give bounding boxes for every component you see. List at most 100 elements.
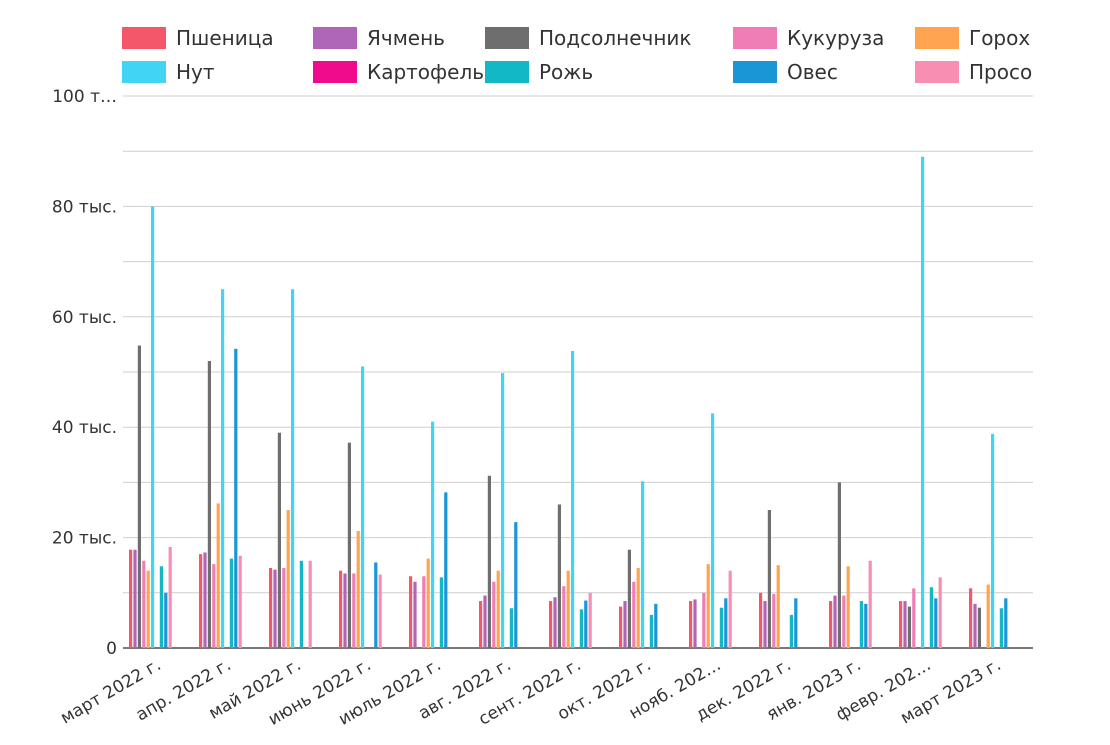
bar[interactable] [514,522,518,648]
bar[interactable] [837,482,841,648]
bar[interactable] [864,603,868,648]
bar[interactable] [347,442,351,648]
legend-item[interactable]: Просо [915,60,1032,84]
bar[interactable] [483,595,487,648]
bar[interactable] [977,607,981,648]
bar[interactable] [1004,598,1008,648]
bar[interactable] [991,433,995,648]
bar[interactable] [308,560,312,648]
bar[interactable] [728,570,732,648]
bar[interactable] [632,581,636,648]
bar[interactable] [238,555,242,648]
bar[interactable] [772,593,776,648]
bar[interactable] [378,574,382,648]
legend-item[interactable]: Овес [733,60,838,84]
legend-item[interactable]: Нут [122,60,215,84]
bar[interactable] [999,608,1003,648]
bar[interactable] [921,156,925,648]
bar[interactable] [562,586,566,648]
bar[interactable] [168,546,172,648]
legend-item[interactable]: Кукуруза [733,26,884,50]
bar[interactable] [969,588,973,648]
bar[interactable] [934,598,938,648]
bar[interactable] [413,581,417,648]
bar[interactable] [269,567,273,648]
bar[interactable] [706,564,710,648]
bar[interactable] [719,607,723,648]
bar[interactable] [584,600,588,648]
bar[interactable] [216,503,220,648]
bar[interactable] [846,566,850,648]
bar[interactable] [636,567,640,648]
bar[interactable] [343,573,347,648]
bar[interactable] [842,595,846,648]
bar[interactable] [199,554,203,648]
bar[interactable] [557,504,561,648]
bar[interactable] [492,581,496,648]
bar[interactable] [689,601,693,648]
bar[interactable] [868,560,872,648]
bar[interactable] [654,603,658,648]
bar[interactable] [759,592,763,648]
bar[interactable] [221,289,225,648]
bar[interactable] [763,601,767,648]
bar[interactable] [273,569,277,648]
legend-item[interactable]: Горох [915,26,1030,50]
bar[interactable] [907,606,911,648]
bar[interactable] [291,289,295,648]
bar[interactable] [702,592,706,648]
bar[interactable] [501,373,505,648]
bar[interactable] [282,567,286,648]
bar[interactable] [496,570,500,648]
legend-item[interactable]: Рожь [485,60,593,84]
legend-item[interactable]: Подсолнечник [485,26,691,50]
bar[interactable] [426,558,430,648]
bar[interactable] [549,601,553,648]
bar[interactable] [286,510,290,648]
bar[interactable] [912,588,916,648]
bar[interactable] [711,413,715,648]
bar[interactable] [137,345,141,649]
bar[interactable] [159,566,163,648]
bar[interactable] [277,432,281,648]
bar[interactable] [487,475,491,648]
bar[interactable] [776,565,780,648]
bar[interactable] [859,601,863,648]
bar[interactable] [146,570,150,648]
bar[interactable] [619,606,623,648]
bar[interactable] [212,564,216,648]
bar[interactable] [794,598,798,648]
bar[interactable] [789,614,793,648]
bar[interactable] [207,360,211,648]
bar[interactable] [903,601,907,648]
bar[interactable] [579,609,583,648]
bar[interactable] [133,549,137,648]
bar[interactable] [649,614,653,648]
bar[interactable] [352,573,356,648]
bar[interactable] [361,366,365,648]
bar[interactable] [444,492,448,648]
bar[interactable] [724,598,728,648]
legend-item[interactable]: Пшеница [122,26,274,50]
bar[interactable] [509,608,513,648]
bar[interactable] [164,592,168,648]
bar[interactable] [203,552,207,649]
bar[interactable] [767,510,771,648]
bar[interactable] [409,576,413,648]
bar[interactable] [829,601,833,648]
bar[interactable] [142,560,146,648]
bar[interactable] [973,603,977,648]
bar[interactable] [479,601,483,648]
bar[interactable] [641,481,645,648]
legend-item[interactable]: Ячмень [313,26,445,50]
bar[interactable] [151,206,155,648]
bar[interactable] [623,601,627,648]
bar[interactable] [553,597,557,648]
bar[interactable] [229,558,233,648]
bar[interactable] [986,584,990,648]
bar[interactable] [299,560,303,648]
bar[interactable] [899,601,903,648]
bar[interactable] [566,570,570,648]
legend-item[interactable]: Картофель [313,60,484,84]
bar[interactable] [833,595,837,648]
